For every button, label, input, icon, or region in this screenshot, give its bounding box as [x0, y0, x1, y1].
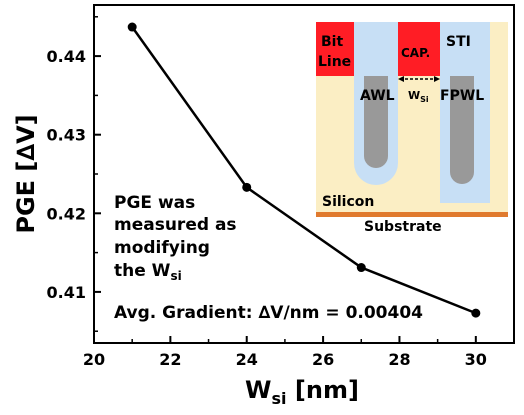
x-tick-label-26: 26: [312, 350, 334, 369]
inset-wsi-arrowhead-left: [398, 76, 404, 82]
gradient-annotation: Avg. Gradient: ∆V/nm = 0.00404: [114, 303, 423, 323]
x-tick-label-28: 28: [388, 350, 410, 369]
inset-wsi-label: WSi: [408, 89, 429, 104]
annotation-line-2: measured as: [114, 215, 237, 235]
annotation-line-4-sub: si: [170, 269, 181, 283]
inset-fpwl-gate: [450, 76, 474, 184]
axis-tick-labels: 20 22 24 26 28 30 0.41 0.42 0.43 0.44: [47, 47, 487, 369]
inset-awl-gate: [364, 76, 388, 168]
x-axis-label-sub: si: [272, 389, 287, 408]
annotation-line-4: the Wsi: [114, 261, 182, 283]
series-line-0: [131, 26, 477, 315]
inset-cap-label: CAP.: [401, 46, 430, 60]
inset-substrate-label: Substrate: [364, 219, 442, 235]
inset-silicon-label: Silicon: [322, 194, 374, 210]
inset-wsi-sub: Si: [420, 95, 429, 104]
inset-bitline-label-2: Line: [318, 54, 351, 70]
x-tick-label-24: 24: [236, 350, 258, 369]
inset-cap-block: [398, 22, 440, 76]
data-point-27: [356, 263, 366, 273]
series-group: [127, 22, 481, 318]
y-tick-label-0.44: 0.44: [47, 47, 86, 66]
annotation-line-4-main: the W: [114, 261, 171, 281]
x-axis-label-main: W: [245, 376, 271, 404]
inset-bitline-block: [316, 22, 354, 76]
inset-bitline-label-1: Bit: [321, 34, 343, 50]
inset-sti-label: STI: [446, 34, 471, 50]
annotation-line-1: PGE was: [114, 193, 195, 213]
data-point-21: [127, 22, 137, 32]
y-tick-label-0.42: 0.42: [47, 204, 86, 223]
x-tick-label-22: 22: [159, 350, 181, 369]
x-axis-label: Wsi [nm]: [245, 376, 359, 408]
inset-awl-label: AWL: [360, 88, 395, 104]
data-point-24: [242, 182, 252, 192]
y-tick-label-0.43: 0.43: [47, 126, 86, 145]
x-axis-label-unit: [nm]: [287, 376, 359, 404]
y-tick-label-0.41: 0.41: [47, 283, 86, 302]
x-tick-label-20: 20: [83, 350, 105, 369]
inset-wsi-arrowhead-right: [434, 76, 440, 82]
y-axis-label: PGE [∆V]: [12, 114, 40, 233]
axis-ticks: [93, 16, 477, 343]
x-tick-label-30: 30: [465, 350, 487, 369]
device-inset: Bit Line CAP. STI AWL FPWL WSi Silicon S…: [316, 22, 508, 235]
inset-substrate-line: [316, 212, 508, 217]
annotation-line-3: modifying: [114, 238, 210, 258]
inset-fpwl-label: FPWL: [440, 88, 484, 104]
inset-wsi-main: W: [408, 89, 420, 102]
data-point-30: [471, 308, 481, 318]
